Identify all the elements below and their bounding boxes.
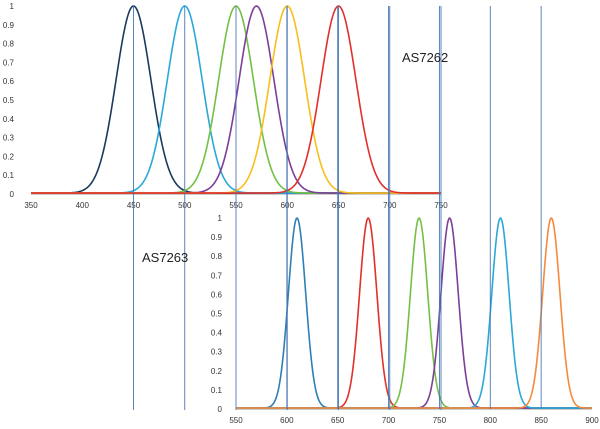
y-tick-label: 0.1 xyxy=(211,386,223,395)
y-tick-label: 0.3 xyxy=(3,134,15,143)
x-tick-label: 600 xyxy=(280,416,294,425)
x-tick-label: 800 xyxy=(484,416,498,425)
y-tick-label: 1 xyxy=(218,214,223,223)
x-tick-label: 900 xyxy=(585,416,599,425)
x-tick-label: 400 xyxy=(76,201,90,210)
y-tick-label: 0.7 xyxy=(3,58,15,67)
y-tick-label: 0 xyxy=(10,190,15,199)
as7262-chart: 35040045050055060065070075000.10.20.30.4… xyxy=(3,2,448,210)
y-tick-label: 0.1 xyxy=(3,171,15,180)
x-tick-label: 850 xyxy=(534,416,548,425)
y-tick-label: 0.6 xyxy=(211,290,223,299)
vertical-markers xyxy=(133,6,542,410)
y-tick-label: 0.4 xyxy=(3,115,15,124)
y-tick-label: 0.9 xyxy=(211,233,223,242)
y-tick-label: 0.2 xyxy=(3,152,15,161)
series-line xyxy=(236,217,592,409)
x-tick-label: 350 xyxy=(24,201,38,210)
y-tick-label: 0.4 xyxy=(211,329,223,338)
as7262-chart-title: AS7262 xyxy=(402,50,448,65)
as7263-chart-title: AS7263 xyxy=(142,250,188,265)
series-line xyxy=(236,217,592,409)
y-tick-label: 0.6 xyxy=(3,77,15,86)
y-tick-label: 0.9 xyxy=(3,21,15,30)
as7263-chart: 550 600 650 700 750 800 850 900 0 0.1 0.2 0.3 0.4 0.5… xyxy=(211,214,599,425)
y-tick-label: 0.3 xyxy=(211,348,223,357)
x-tick-label: 750 xyxy=(433,416,447,425)
y-tick-label: 0.5 xyxy=(211,310,223,319)
y-tick-label: 0.8 xyxy=(3,40,15,49)
x-tick-label: 700 xyxy=(382,416,396,425)
x-tick-label: 550 xyxy=(229,416,243,425)
y-tick-label: 1 xyxy=(10,2,15,11)
y-tick-label: 0 xyxy=(218,405,223,414)
x-tick-label: 650 xyxy=(331,416,345,425)
y-tick-label: 0.7 xyxy=(211,271,223,280)
y-tick-label: 0.8 xyxy=(211,252,223,261)
y-tick-label: 0.5 xyxy=(3,96,15,105)
y-tick-label: 0.2 xyxy=(211,367,223,376)
